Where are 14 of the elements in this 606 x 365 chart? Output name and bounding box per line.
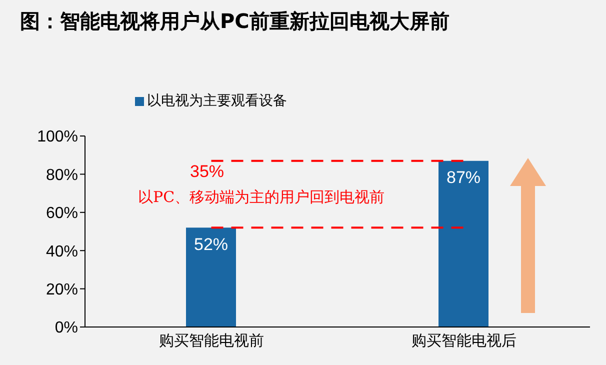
y-tick-label: 80% [46,166,78,184]
y-tick-label: 60% [46,205,78,222]
data-label: 87% [446,168,481,187]
x-tick-label: 购买智能电视后 [411,332,516,350]
legend-label: 以电视为主要观看设备 [146,92,287,110]
data-label: 52% [194,234,228,254]
x-tick-label: 购买智能电视前 [158,332,264,350]
annotation: 35% [190,162,224,182]
annotation: 以PC、移动端为主的用户回到电视前 [138,188,385,207]
y-tick-label: 0% [54,320,78,337]
y-tick-label: 100% [37,128,78,146]
y-tick-label: 20% [46,281,78,298]
chart-title: 图：智能电视将用户从PC前重新拉回电视大屏前 [20,8,450,35]
y-tick-label: 40% [46,243,78,260]
